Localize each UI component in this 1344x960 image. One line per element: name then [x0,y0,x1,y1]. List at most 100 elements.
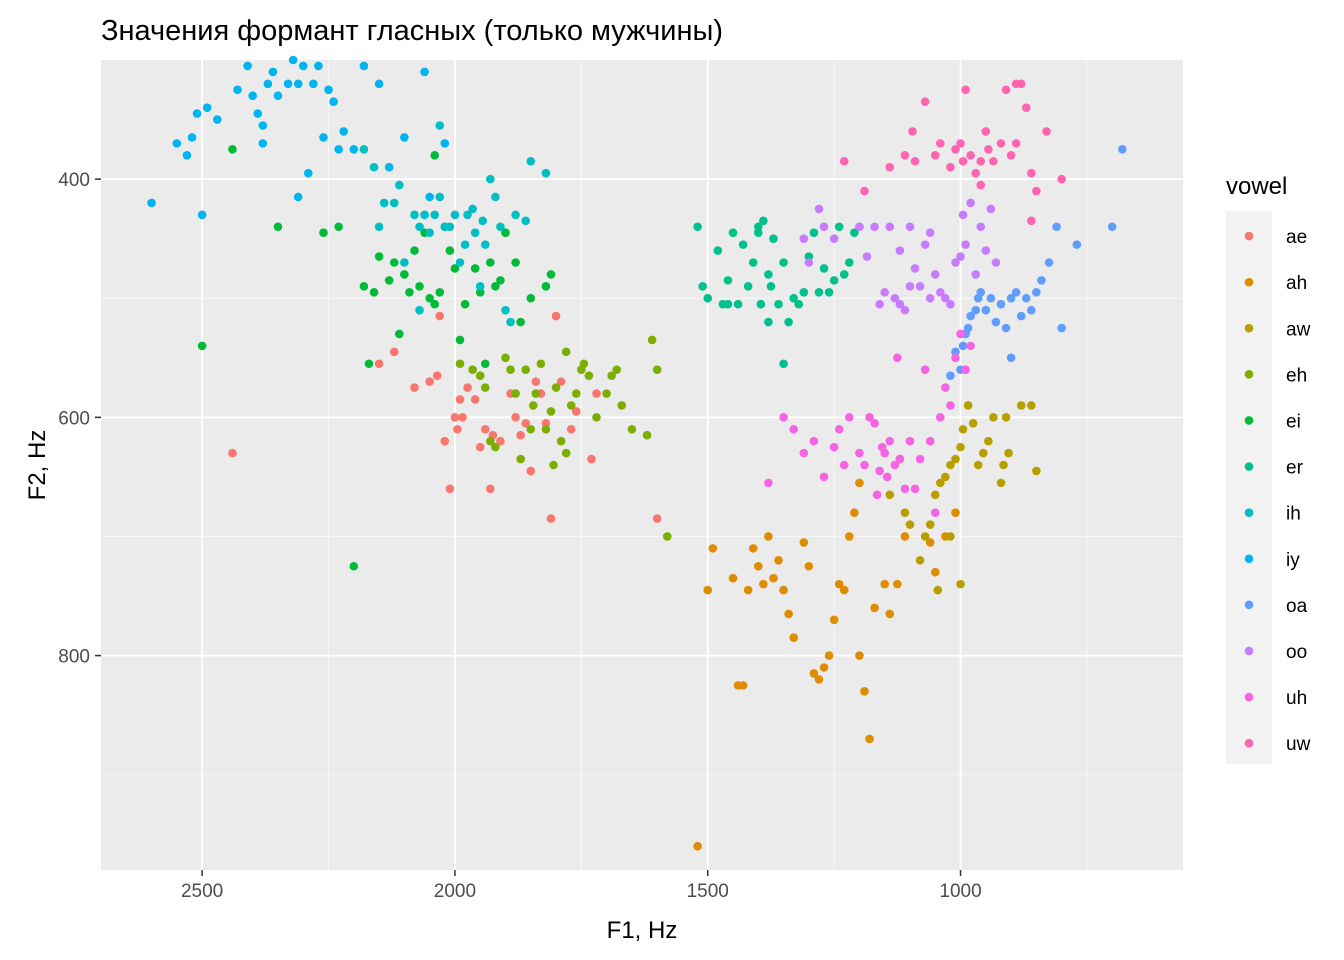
data-point [862,252,872,261]
data-point [468,204,477,214]
legend-key-ei [1244,416,1254,425]
legend-key-uw [1244,738,1254,748]
data-point [475,442,485,452]
legend-label-iy: iy [1286,550,1300,571]
data-point [187,133,197,142]
data-point [978,448,988,458]
legend-label-ei: ei [1286,411,1301,432]
data-point [738,681,748,690]
data-point [430,150,440,160]
data-point [925,293,935,303]
data-point [410,383,419,392]
legend-key-ae [1244,231,1254,241]
data-point [1027,401,1036,410]
data-point [561,347,571,357]
data-point [774,299,783,309]
data-point [976,222,986,232]
data-point [652,365,662,375]
data-point [273,91,283,101]
data-point [925,228,935,238]
data-point [728,573,738,583]
data-point [895,299,905,309]
data-point [526,466,536,476]
data-point [349,561,359,571]
data-point [309,79,318,89]
data-point [445,222,455,232]
data-point [460,299,470,309]
data-point [936,139,945,148]
data-point [769,234,778,243]
data-point [501,353,510,363]
data-point [743,585,753,595]
data-point [263,79,273,89]
data-point [930,150,940,160]
data-point [850,228,859,238]
data-point [147,198,156,208]
data-point [824,287,834,297]
data-point [766,282,776,291]
data-point [541,419,551,428]
data-point [293,79,303,89]
data-point [182,150,192,160]
data-point [329,97,338,106]
data-point [1011,287,1021,297]
data-point [936,287,945,297]
data-point [319,133,328,142]
data-point [389,198,399,208]
data-point [374,222,384,232]
data-point [1037,276,1046,285]
data-point [349,145,359,154]
data-point [824,651,834,660]
data-point [875,466,884,476]
data-point [1006,150,1016,160]
data-point [764,270,773,279]
data-point [647,335,657,345]
data-point [480,240,490,249]
data-point [958,156,968,166]
data-point [865,734,874,744]
data-point [455,258,465,267]
data-point [981,246,991,255]
data-point [1118,145,1127,154]
data-point [930,270,940,279]
data-point [900,508,910,517]
data-point [779,359,788,369]
data-point [748,544,758,553]
data-point [872,490,882,500]
data-point [516,454,525,464]
data-point [334,145,343,154]
data-point [425,228,434,238]
data-point [526,293,536,303]
data-point [963,323,973,333]
data-point [920,532,930,541]
data-point [693,222,702,232]
data-point [1011,139,1021,148]
data-point [339,127,348,136]
legend-key-iy [1244,554,1254,564]
data-point [556,377,566,386]
data-point [1052,222,1061,232]
data-point [491,192,500,202]
data-point [794,299,804,309]
data-point [951,258,960,267]
data-point [374,79,384,89]
data-point [920,97,930,106]
data-point [1057,174,1066,184]
x-axis-ticks: 2500 2000 1500 1000 [181,870,982,902]
data-point [839,156,849,166]
data-point [723,276,733,285]
data-point [450,413,460,422]
data-point [440,436,450,446]
data-point [511,389,520,398]
data-point [961,240,970,249]
data-point [268,67,278,77]
data-point [1001,85,1011,95]
data-point [723,299,733,309]
data-point [956,579,965,589]
data-point [1027,168,1036,178]
data-point [895,246,905,255]
data-point [799,287,809,297]
data-point [819,663,829,672]
data-point [521,216,531,226]
data-point [486,258,495,267]
